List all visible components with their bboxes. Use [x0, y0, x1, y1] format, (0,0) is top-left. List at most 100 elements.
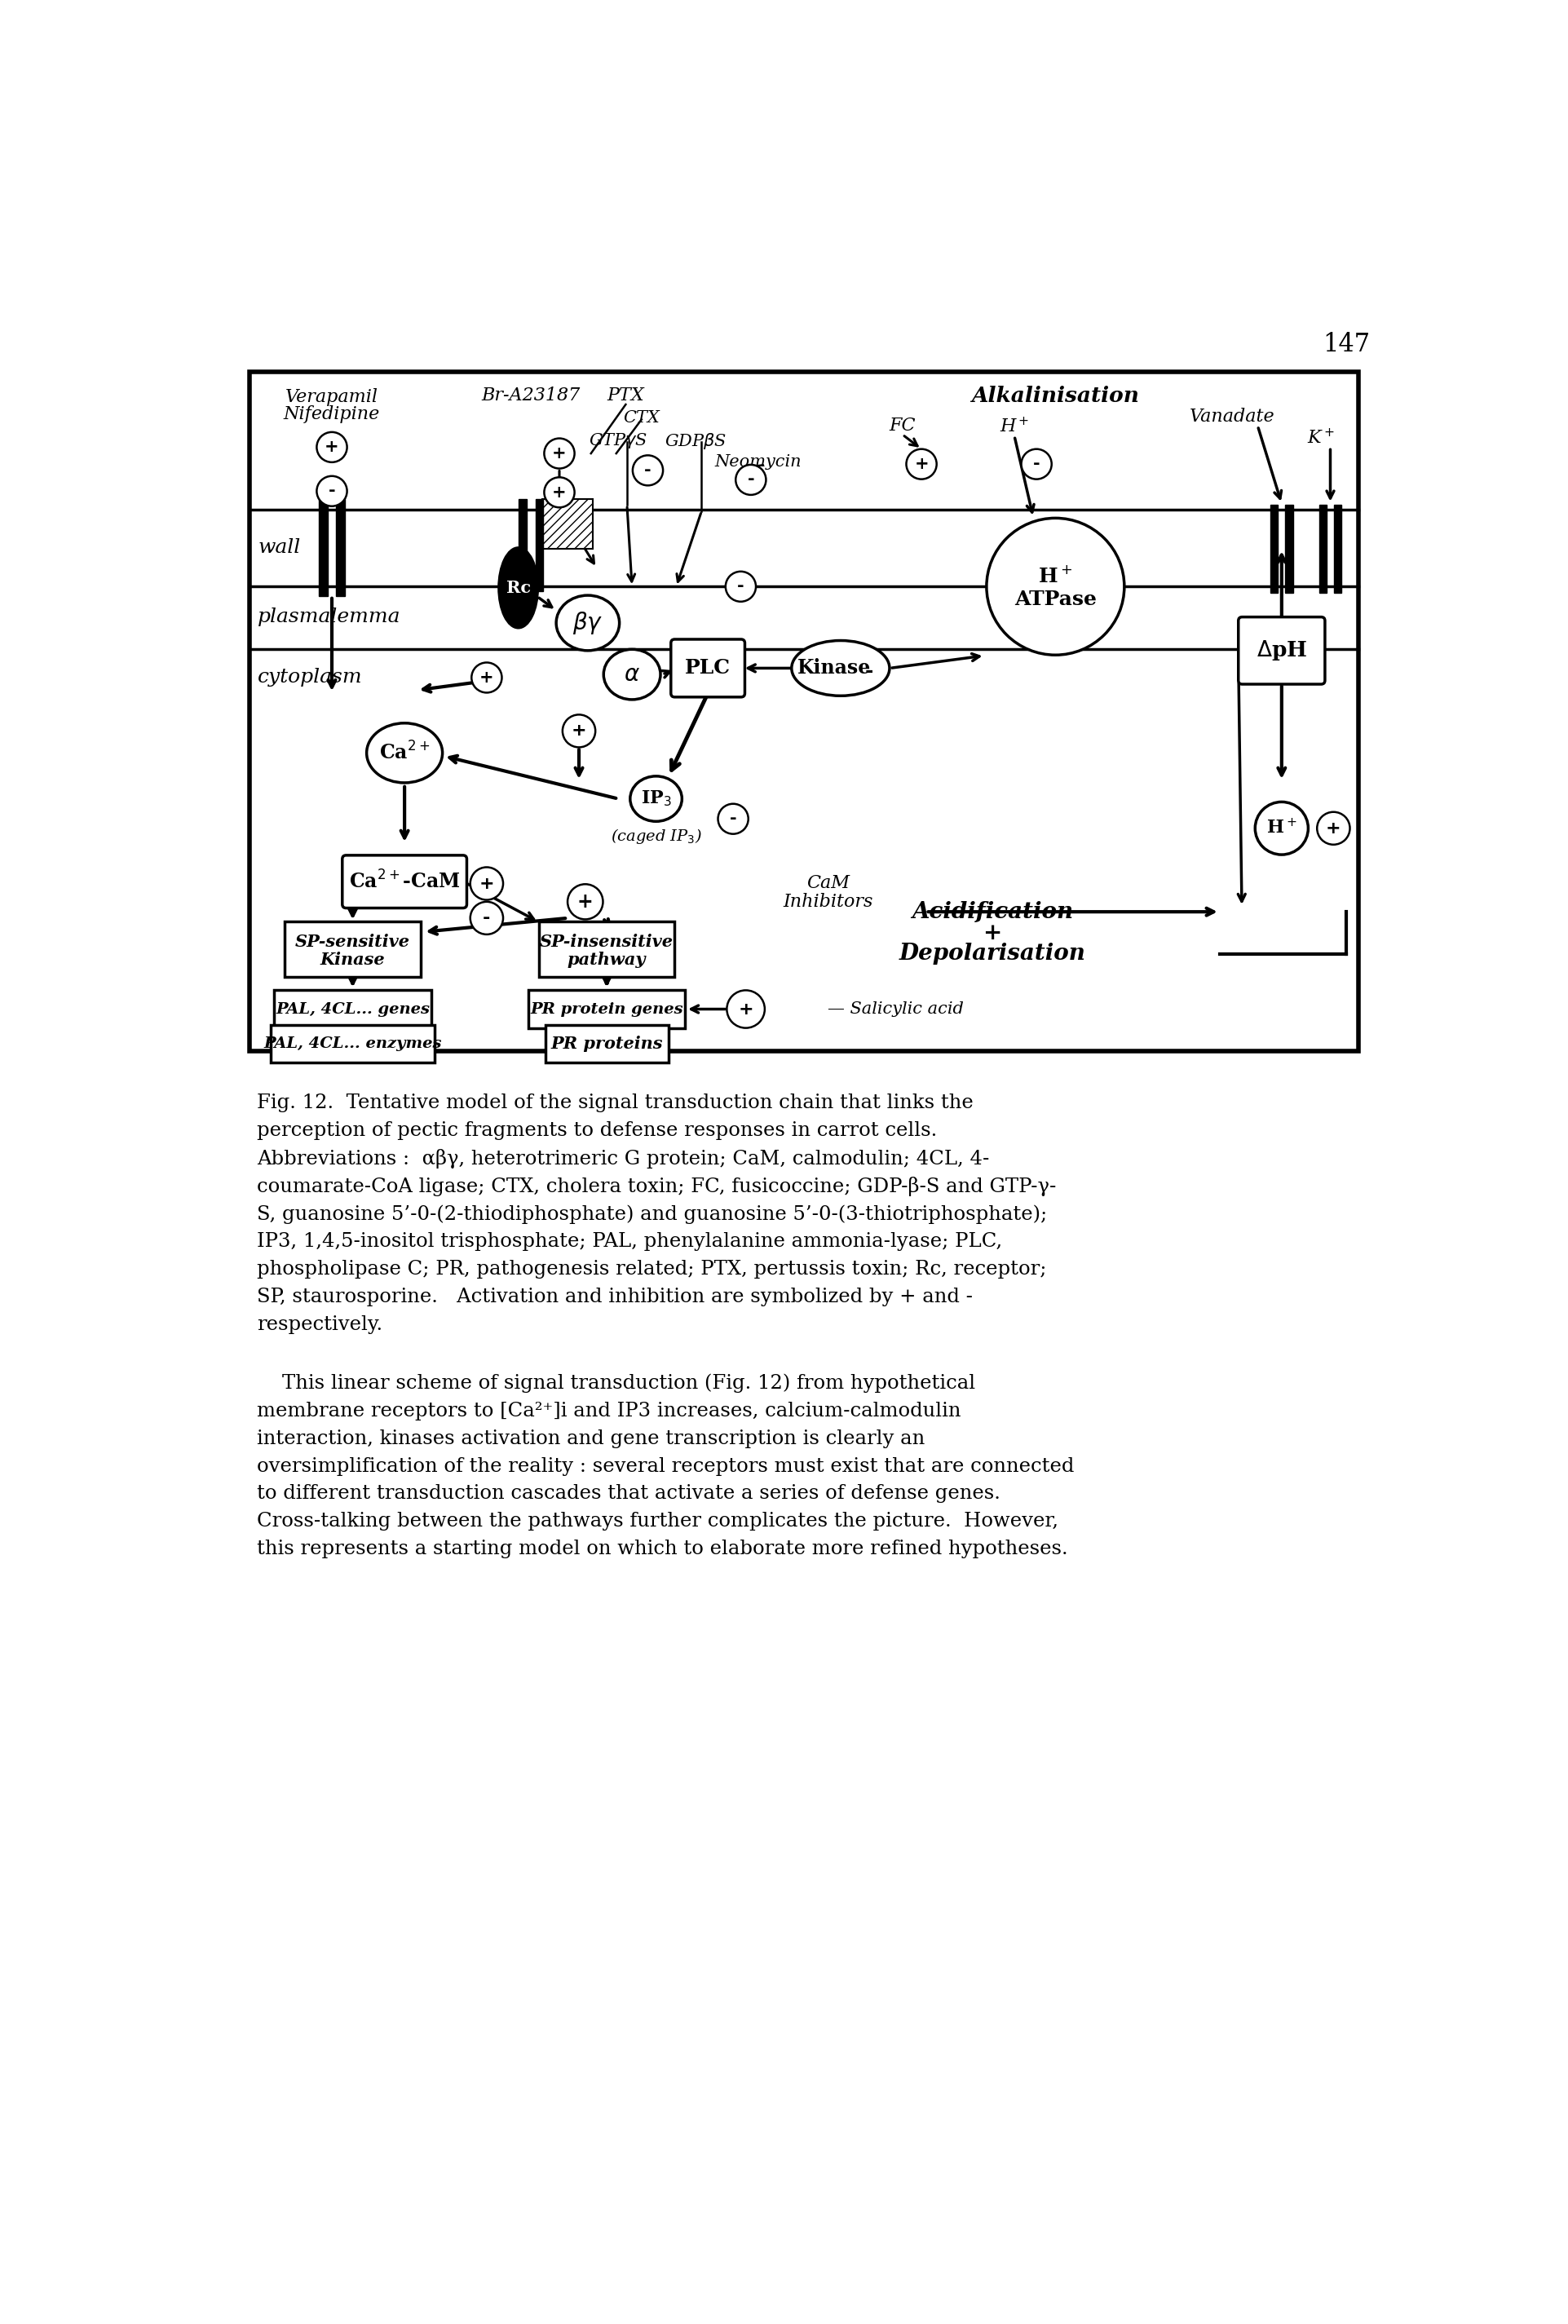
Bar — [285, 923, 420, 976]
Text: Vanadate: Vanadate — [1190, 409, 1275, 425]
Circle shape — [906, 449, 936, 479]
Circle shape — [563, 716, 596, 748]
Bar — [336, 500, 345, 595]
Ellipse shape — [604, 648, 660, 700]
Text: SP, staurosporine.   Activation and inhibition are symbolized by + and -: SP, staurosporine. Activation and inhibi… — [257, 1287, 972, 1306]
Text: +: + — [552, 483, 566, 500]
Text: Nifedipine: Nifedipine — [284, 404, 379, 423]
Text: wall: wall — [257, 539, 301, 558]
Bar — [1319, 504, 1327, 593]
Bar — [318, 500, 328, 595]
Text: Cross-talking between the pathways further complicates the picture.  However,: Cross-talking between the pathways furth… — [257, 1513, 1058, 1532]
Text: PTX: PTX — [607, 386, 644, 404]
Text: interaction, kinases activation and gene transcription is clearly an: interaction, kinases activation and gene… — [257, 1429, 925, 1448]
Text: +: + — [577, 892, 593, 911]
Circle shape — [544, 439, 574, 469]
Circle shape — [470, 902, 503, 934]
Text: +: + — [571, 723, 586, 739]
Text: -: - — [737, 579, 745, 595]
Bar — [539, 923, 674, 976]
Circle shape — [472, 662, 502, 693]
Text: +: + — [480, 876, 494, 892]
Ellipse shape — [367, 723, 442, 783]
Text: +: + — [983, 923, 1002, 944]
Text: GTP$\mathit{\gamma}$S: GTP$\mathit{\gamma}$S — [588, 432, 648, 451]
Text: PR proteins: PR proteins — [550, 1037, 663, 1053]
Bar — [274, 990, 431, 1030]
Text: +: + — [552, 446, 566, 462]
Text: PR protein genes: PR protein genes — [530, 1002, 684, 1016]
Bar — [535, 500, 543, 590]
Bar — [1270, 504, 1278, 593]
Bar — [528, 990, 685, 1030]
Circle shape — [1317, 811, 1350, 844]
Ellipse shape — [986, 518, 1124, 655]
Text: SP-sensitive: SP-sensitive — [295, 934, 411, 951]
Text: GDP$\mathit{\beta}$S: GDP$\mathit{\beta}$S — [665, 430, 726, 451]
Bar — [519, 500, 527, 590]
Text: 147: 147 — [1322, 332, 1370, 358]
Text: Alkalinisation: Alkalinisation — [972, 386, 1140, 407]
Text: -: - — [748, 472, 754, 488]
Text: oversimplification of the reality : several receptors must exist that are connec: oversimplification of the reality : seve… — [257, 1457, 1074, 1476]
Text: This linear scheme of signal transduction (Fig. 12) from hypothetical: This linear scheme of signal transductio… — [257, 1373, 975, 1392]
Text: Depolarisation: Depolarisation — [898, 944, 1085, 964]
Text: perception of pectic fragments to defense responses in carrot cells.: perception of pectic fragments to defens… — [257, 1122, 938, 1141]
Circle shape — [728, 990, 765, 1027]
Circle shape — [317, 476, 347, 507]
Text: -: - — [483, 911, 491, 927]
Text: Neomycin: Neomycin — [715, 456, 801, 469]
Text: Inhibitors: Inhibitors — [782, 892, 873, 911]
Bar — [546, 1025, 668, 1062]
Circle shape — [1021, 449, 1052, 479]
Text: Fig. 12.  Tentative model of the signal transduction chain that links the: Fig. 12. Tentative model of the signal t… — [257, 1095, 974, 1113]
Text: -: - — [729, 811, 737, 827]
Text: -: - — [866, 662, 873, 681]
Circle shape — [726, 572, 756, 602]
Text: K$^+$: K$^+$ — [1308, 430, 1334, 449]
Circle shape — [718, 804, 748, 834]
Text: FC: FC — [889, 416, 916, 435]
Text: Kinase: Kinase — [320, 951, 386, 967]
Ellipse shape — [499, 548, 538, 627]
Circle shape — [470, 867, 503, 899]
Text: pathway: pathway — [568, 951, 646, 967]
Text: cytoplasm: cytoplasm — [257, 669, 362, 688]
Text: Kinase: Kinase — [798, 658, 872, 679]
Text: plasmalemma: plasmalemma — [257, 607, 401, 625]
Text: -: - — [1033, 456, 1040, 472]
Text: to different transduction cascades that activate a series of defense genes.: to different transduction cascades that … — [257, 1485, 1000, 1504]
Bar — [271, 1025, 434, 1062]
Text: +: + — [325, 439, 339, 456]
Text: — Salicylic acid: — Salicylic acid — [828, 1002, 964, 1018]
Text: Acidification: Acidification — [911, 902, 1073, 923]
Text: PLC: PLC — [685, 658, 731, 679]
Ellipse shape — [557, 595, 619, 651]
Text: PAL, 4CL... genes: PAL, 4CL... genes — [276, 1002, 430, 1016]
Ellipse shape — [630, 776, 682, 820]
Bar — [1286, 504, 1294, 593]
Text: H$^+$: H$^+$ — [999, 418, 1029, 437]
Text: phospholipase C; PR, pathogenesis related; PTX, pertussis toxin; Rc, receptor;: phospholipase C; PR, pathogenesis relate… — [257, 1260, 1046, 1278]
Text: PAL, 4CL... enzymes: PAL, 4CL... enzymes — [263, 1037, 442, 1050]
Text: Br-A23187: Br-A23187 — [481, 386, 580, 404]
Circle shape — [317, 432, 347, 462]
Text: Abbreviations :  αβγ, heterotrimeric G protein; CaM, calmodulin; 4CL, 4-: Abbreviations : αβγ, heterotrimeric G pr… — [257, 1148, 989, 1169]
Text: (caged IP$_3$): (caged IP$_3$) — [610, 827, 701, 846]
Circle shape — [544, 476, 574, 507]
FancyBboxPatch shape — [342, 855, 467, 909]
Text: +: + — [739, 1002, 753, 1018]
Circle shape — [735, 465, 767, 495]
Text: H$^+$: H$^+$ — [1267, 818, 1297, 837]
Text: ATPase: ATPase — [1014, 590, 1096, 609]
Bar — [249, 372, 1359, 1050]
Text: $\Delta$pH: $\Delta$pH — [1256, 639, 1308, 662]
Circle shape — [568, 883, 604, 920]
Text: Rc: Rc — [506, 579, 530, 595]
Text: +: + — [480, 669, 494, 686]
Text: CaM: CaM — [806, 874, 850, 892]
Text: IP3, 1,4,5-inositol trisphosphate; PAL, phenylalanine ammonia-lyase; PLC,: IP3, 1,4,5-inositol trisphosphate; PAL, … — [257, 1232, 1002, 1250]
FancyBboxPatch shape — [1239, 616, 1325, 683]
Text: -: - — [328, 483, 336, 500]
Text: respectively.: respectively. — [257, 1315, 383, 1334]
